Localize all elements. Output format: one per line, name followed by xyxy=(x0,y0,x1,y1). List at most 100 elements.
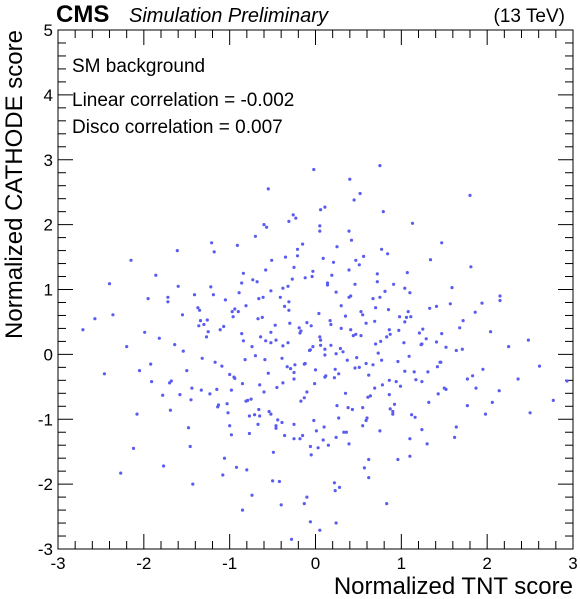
data-point xyxy=(218,328,222,332)
data-point xyxy=(285,365,289,369)
data-point xyxy=(362,466,366,470)
data-point xyxy=(337,416,341,420)
data-point xyxy=(458,326,462,330)
data-point xyxy=(375,272,379,276)
data-point xyxy=(287,300,291,304)
data-point xyxy=(206,330,210,334)
data-point xyxy=(436,392,440,396)
data-point xyxy=(298,437,302,441)
data-point xyxy=(396,457,400,462)
data-point xyxy=(305,390,309,394)
data-point xyxy=(318,528,322,532)
data-point xyxy=(200,356,204,360)
data-point xyxy=(332,376,336,380)
data-point xyxy=(364,321,368,325)
data-point xyxy=(318,224,322,228)
data-point xyxy=(256,422,260,426)
data-point xyxy=(387,378,391,382)
data-point xyxy=(211,293,215,297)
energy-label: (13 TeV) xyxy=(494,6,565,27)
data-point xyxy=(388,332,392,336)
data-point xyxy=(321,256,325,260)
data-points xyxy=(81,164,569,541)
data-point xyxy=(434,304,439,308)
data-point xyxy=(199,388,203,392)
data-point xyxy=(161,393,165,397)
data-point xyxy=(362,254,366,258)
data-point xyxy=(365,416,369,420)
data-point xyxy=(228,372,232,377)
data-point xyxy=(274,424,278,428)
data-point xyxy=(129,258,133,262)
data-point xyxy=(292,422,296,426)
data-point xyxy=(332,481,336,485)
data-point xyxy=(162,464,166,468)
data-point xyxy=(311,345,315,349)
data-point xyxy=(420,342,424,346)
data-point xyxy=(357,365,361,369)
data-point xyxy=(308,444,312,449)
data-point xyxy=(354,332,358,336)
data-point xyxy=(312,418,316,423)
data-point xyxy=(407,354,411,358)
data-point xyxy=(107,282,112,286)
data-point xyxy=(378,429,382,433)
x-tick-label: 2 xyxy=(482,554,491,573)
data-point xyxy=(391,409,395,414)
data-point xyxy=(278,295,282,299)
data-point xyxy=(373,319,377,323)
data-point xyxy=(189,398,193,402)
data-point xyxy=(267,409,271,414)
data-point xyxy=(425,442,429,446)
data-point xyxy=(381,210,385,214)
data-point xyxy=(286,284,290,288)
data-point xyxy=(465,377,469,381)
data-point xyxy=(237,291,241,295)
data-point xyxy=(292,265,296,269)
data-point xyxy=(190,386,194,390)
data-point xyxy=(364,418,368,423)
data-point xyxy=(565,379,569,383)
data-point xyxy=(262,223,266,227)
data-point xyxy=(528,411,532,415)
data-point xyxy=(498,298,502,303)
x-tick-label: 3 xyxy=(568,554,577,573)
data-point xyxy=(380,383,384,387)
data-point xyxy=(333,367,337,371)
data-point xyxy=(253,413,257,417)
data-point xyxy=(428,306,432,310)
data-point xyxy=(345,358,349,362)
data-point xyxy=(305,495,309,499)
data-point xyxy=(337,485,342,489)
data-point xyxy=(460,347,464,351)
data-point xyxy=(173,343,177,347)
data-point xyxy=(335,404,339,408)
data-point xyxy=(223,298,227,302)
data-point xyxy=(403,320,407,324)
data-point xyxy=(212,250,216,254)
data-point xyxy=(286,341,290,345)
data-point xyxy=(439,360,443,364)
data-point xyxy=(247,431,251,436)
data-point xyxy=(210,241,214,245)
data-point xyxy=(295,254,300,258)
data-point xyxy=(420,380,424,384)
data-point xyxy=(281,381,285,385)
data-point xyxy=(383,289,387,293)
data-point xyxy=(366,395,370,399)
data-point xyxy=(316,446,320,450)
data-point xyxy=(119,471,123,475)
experiment-label: CMS xyxy=(56,1,109,28)
data-point xyxy=(317,311,321,316)
data-point xyxy=(361,406,365,410)
data-point xyxy=(301,242,305,246)
data-point xyxy=(273,323,277,327)
data-point xyxy=(186,426,191,430)
data-point xyxy=(230,310,234,314)
data-point xyxy=(359,310,363,314)
data-point xyxy=(208,392,212,396)
data-point xyxy=(250,493,254,497)
data-point xyxy=(343,314,348,318)
data-point xyxy=(349,238,354,242)
data-point xyxy=(257,407,261,412)
